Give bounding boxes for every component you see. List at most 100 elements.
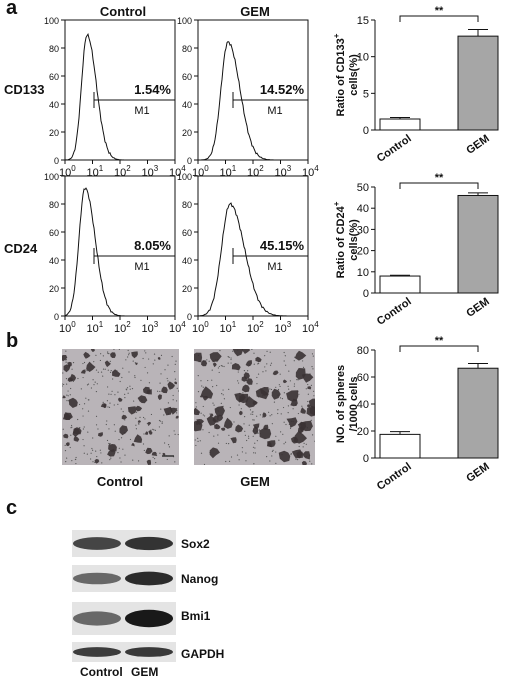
speck — [111, 390, 113, 392]
histogram-curve — [64, 32, 175, 161]
cell-sphere — [69, 373, 77, 382]
gate-percentage: 45.15% — [260, 238, 305, 253]
speck — [135, 424, 137, 426]
cell-sphere — [194, 352, 203, 363]
speck — [159, 382, 161, 384]
speck — [203, 415, 206, 417]
speck — [220, 365, 222, 367]
speck — [293, 383, 296, 385]
speck — [269, 460, 271, 462]
x-tick-label: 101 — [220, 164, 237, 179]
speck — [298, 393, 300, 395]
y-tick-label: 80 — [182, 200, 192, 210]
speck — [236, 454, 239, 456]
speck — [257, 432, 259, 434]
speck — [100, 371, 103, 373]
cell-sphere — [80, 369, 86, 374]
speck — [273, 401, 276, 403]
speck — [287, 405, 289, 407]
speck — [153, 353, 156, 355]
speck — [125, 388, 127, 390]
speck — [202, 414, 204, 416]
speck — [159, 452, 161, 454]
speck — [117, 403, 119, 405]
speck — [142, 416, 145, 419]
cell-sphere — [65, 442, 70, 447]
cell-sphere — [110, 352, 116, 358]
speck — [75, 458, 77, 461]
speck — [252, 413, 254, 415]
speck — [269, 388, 271, 390]
bar-y-axis-label-line1: Ratio of CD24+ — [332, 201, 347, 278]
y-tick-label: 40 — [182, 256, 192, 266]
speck — [122, 367, 124, 369]
speck — [200, 412, 202, 414]
speck — [132, 459, 134, 461]
blot-lane-label-control: Control — [80, 665, 123, 679]
speck — [140, 379, 142, 381]
speck — [70, 387, 72, 390]
speck — [155, 461, 157, 464]
speck — [129, 438, 132, 441]
speck — [134, 375, 136, 377]
speck — [135, 428, 137, 430]
speck — [244, 430, 246, 432]
speck — [148, 382, 151, 384]
speck — [102, 375, 104, 377]
y-tick-label: 40 — [182, 100, 192, 110]
speck — [113, 424, 115, 426]
cell-sphere — [252, 426, 259, 435]
blot-label-nanog: Nanog — [181, 572, 219, 586]
cell-sphere — [119, 425, 128, 436]
speck — [110, 457, 112, 459]
speck — [154, 457, 156, 460]
x-tick-label: 103 — [142, 320, 159, 335]
speck — [311, 463, 313, 465]
speck — [152, 363, 154, 365]
speck — [227, 356, 229, 358]
speck — [311, 353, 314, 355]
speck — [122, 411, 124, 413]
cell-sphere — [252, 423, 260, 430]
speck — [195, 444, 197, 447]
panel-letter-b: b — [6, 330, 19, 352]
cell-sphere — [72, 428, 81, 437]
speck — [113, 349, 115, 350]
cell-sphere — [246, 378, 253, 385]
speck — [107, 406, 109, 408]
speck — [200, 380, 202, 382]
speck — [82, 438, 84, 441]
speck — [96, 383, 98, 385]
speck — [164, 369, 166, 371]
speck — [293, 360, 295, 362]
x-tick-label: 100 — [59, 320, 76, 335]
cell-sphere — [63, 364, 71, 373]
microscopy-background — [194, 349, 315, 465]
cell-sphere — [147, 421, 151, 426]
speck — [229, 406, 231, 409]
speck — [94, 381, 96, 383]
speck — [271, 450, 274, 453]
cell-sphere — [83, 351, 91, 359]
speck — [221, 392, 223, 395]
cell-sphere — [245, 360, 252, 367]
speck — [285, 423, 287, 426]
speck — [175, 360, 177, 362]
y-tick-label: 100 — [44, 16, 59, 26]
gate-percentage: 8.05% — [134, 238, 171, 253]
cell-sphere — [90, 349, 95, 352]
speck — [202, 429, 204, 431]
cell-sphere — [157, 394, 162, 401]
speck — [217, 434, 219, 436]
speck — [223, 365, 225, 368]
y-tick-label: 20 — [49, 284, 59, 294]
cell-sphere — [300, 407, 306, 414]
speck — [62, 428, 64, 430]
speck — [62, 385, 63, 387]
speck — [160, 408, 162, 410]
speck — [243, 423, 245, 425]
cell-sphere — [209, 413, 214, 417]
speck — [269, 415, 271, 417]
speck — [249, 409, 252, 411]
bar-y-tick-label: 0 — [363, 453, 369, 465]
